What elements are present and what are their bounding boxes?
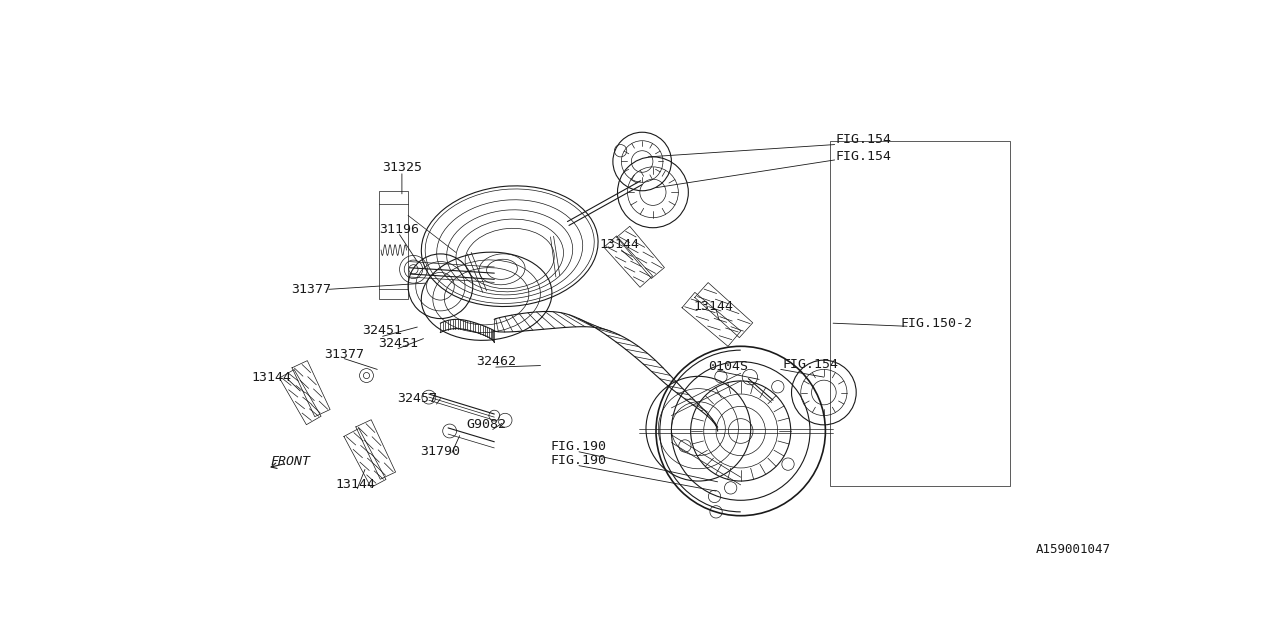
Text: G9082: G9082 <box>467 419 507 431</box>
Text: 32451: 32451 <box>378 337 419 349</box>
Text: 31377: 31377 <box>324 348 364 360</box>
Text: FIG.190: FIG.190 <box>550 440 607 453</box>
Text: 0104S: 0104S <box>708 360 749 373</box>
Text: 13144: 13144 <box>251 371 291 383</box>
Bar <box>379 191 408 298</box>
Text: 13144: 13144 <box>599 238 639 251</box>
Text: 13144: 13144 <box>335 479 376 492</box>
Text: 32451: 32451 <box>362 324 403 337</box>
Text: 31377: 31377 <box>291 283 332 296</box>
Text: 31196: 31196 <box>380 223 420 236</box>
Text: 13144: 13144 <box>692 300 733 313</box>
Text: 31325: 31325 <box>381 161 422 174</box>
Text: A159001047: A159001047 <box>1036 543 1110 556</box>
Text: FIG.154: FIG.154 <box>836 150 892 163</box>
Text: FIG.150-2: FIG.150-2 <box>900 317 973 330</box>
Text: FIG.154: FIG.154 <box>782 358 838 371</box>
Text: 32462: 32462 <box>476 355 516 368</box>
Text: FIG.190: FIG.190 <box>550 454 607 467</box>
Text: 31790: 31790 <box>420 445 461 458</box>
Text: FIG.154: FIG.154 <box>836 133 892 147</box>
Text: 32457: 32457 <box>397 392 438 405</box>
Text: FRONT: FRONT <box>270 455 310 468</box>
Bar <box>829 141 1010 486</box>
